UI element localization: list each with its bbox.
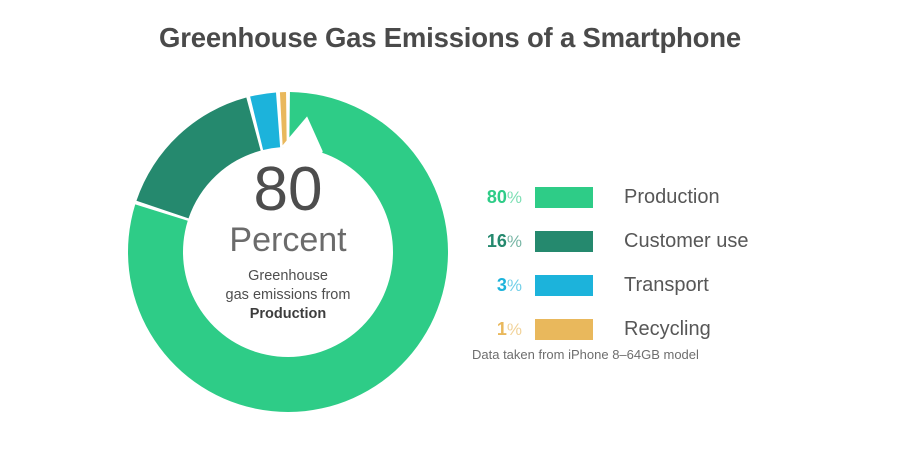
legend-row[interactable]: 16% Customer use (470, 224, 800, 258)
legend-row[interactable]: 3% Transport (470, 268, 800, 302)
legend-row[interactable]: 1% Recycling (470, 312, 800, 346)
legend-label: Customer use (624, 229, 749, 252)
source-footnote: Data taken from iPhone 8–64GB model (472, 347, 699, 362)
donut-slice[interactable] (128, 92, 448, 412)
legend-color-swatch (535, 274, 593, 296)
legend-percent-sign: % (506, 231, 522, 251)
legend-percent: 80% (470, 187, 522, 208)
legend-percent-sign: % (506, 275, 522, 295)
legend: 80% Production 16% Customer use 3% Transport 1… (470, 180, 800, 356)
donut-slice[interactable] (250, 92, 281, 150)
legend-percent: 3% (470, 275, 522, 296)
legend-percent-value: 80 (486, 186, 507, 207)
legend-percent: 1% (470, 319, 522, 340)
legend-percent-value: 3 (496, 274, 507, 295)
legend-percent-sign: % (506, 187, 522, 207)
donut-slice[interactable] (136, 97, 261, 219)
page-title: Greenhouse Gas Emissions of a Smartphone (159, 22, 741, 53)
legend-label: Production (624, 185, 720, 208)
legend-percent-sign: % (506, 319, 522, 339)
donut-chart-svg (128, 92, 448, 412)
legend-color-swatch (535, 230, 593, 252)
legend-label: Recycling (624, 317, 711, 340)
donut-slice[interactable] (279, 92, 287, 148)
legend-percent: 16% (470, 231, 522, 252)
donut-notch-marker (282, 116, 323, 153)
legend-percent-value: 16 (486, 230, 507, 251)
legend-label: Transport (624, 273, 709, 296)
legend-color-swatch (535, 186, 593, 208)
donut-slice-group (128, 92, 448, 412)
donut-chart (128, 92, 448, 412)
legend-row[interactable]: 80% Production (470, 180, 800, 214)
legend-percent-value: 1 (496, 318, 507, 339)
legend-color-swatch (535, 318, 593, 340)
